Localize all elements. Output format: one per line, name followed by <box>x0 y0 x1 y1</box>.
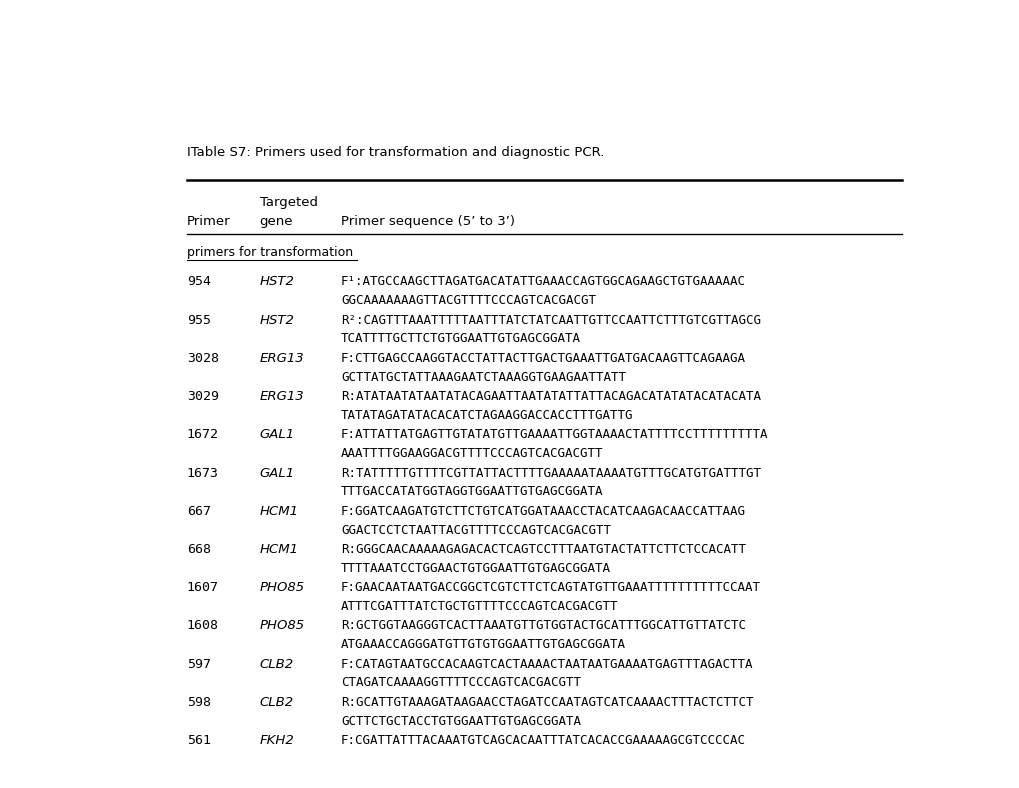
Text: HCM1: HCM1 <box>259 505 299 518</box>
Text: F:GAACAATAATGACCGGCTCGTCTTCTCAGTATGTTGAAATTTTTTTTTTCCAAT: F:GAACAATAATGACCGGCTCGTCTTCTCAGTATGTTGAA… <box>340 582 760 594</box>
Text: AAATTTTGGAAGGACGTTTTCCCAGTCACGACGTT: AAATTTTGGAAGGACGTTTTCCCAGTCACGACGTT <box>340 447 603 460</box>
Text: 597: 597 <box>186 658 211 671</box>
Text: 667: 667 <box>186 505 211 518</box>
Text: 1672: 1672 <box>186 429 218 441</box>
Text: FKH2: FKH2 <box>259 734 293 747</box>
Text: Primer: Primer <box>186 214 230 228</box>
Text: F:CGATTATTTACAAATGTCAGCACAATTTATCACACCGAAAAAGCGTCCCCAC: F:CGATTATTTACAAATGTCAGCACAATTTATCACACCGA… <box>340 734 745 747</box>
Text: CTAGATCAAAAGGTTTTCCCAGTCACGACGTT: CTAGATCAAAAGGTTTTCCCAGTCACGACGTT <box>340 676 581 690</box>
Text: ERG13: ERG13 <box>259 390 304 403</box>
Text: F:ATTATTATGAGTTGTATATGTTGAAAATTGGTAAAACTATTTTCCTTTTTTTTTA: F:ATTATTATGAGTTGTATATGTTGAAAATTGGTAAAACT… <box>340 429 767 441</box>
Text: CLB2: CLB2 <box>259 658 293 671</box>
Text: 1607: 1607 <box>186 582 218 594</box>
Text: 1608: 1608 <box>186 619 218 633</box>
Text: 955: 955 <box>186 314 211 326</box>
Text: R²:CAGTTTAAATTTTTAATTTATCTATCAATTGTTCCAATTCTTTGTCGTTAGCG: R²:CAGTTTAAATTTTTAATTTATCTATCAATTGTTCCAA… <box>340 314 760 326</box>
Text: F:GGATCAAGATGTCTTCTGTCATGGATAAACCTACATCAAGACAACCATTAAG: F:GGATCAAGATGTCTTCTGTCATGGATAAACCTACATCA… <box>340 505 745 518</box>
Text: ATTTCGATTTATCTGCTGTTTTCCCAGTCACGACGTT: ATTTCGATTTATCTGCTGTTTTCCCAGTCACGACGTT <box>340 600 618 613</box>
Text: 1673: 1673 <box>186 466 218 480</box>
Text: HST2: HST2 <box>259 314 294 326</box>
Text: gene: gene <box>259 214 292 228</box>
Text: R:ATATAATATAATATACAGAATTAATATATTATTACAGACATATATACATACATA: R:ATATAATATAATATACAGAATTAATATATTATTACAGA… <box>340 390 760 403</box>
Text: TTTTAAATCCTGGAACTGTGGAATTGTGAGCGGATA: TTTTAAATCCTGGAACTGTGGAATTGTGAGCGGATA <box>340 562 610 574</box>
Text: F¹:ATGCCAAGCTTAGATGACATATTGAAACCAGTGGCAGAAGCTGTGAAAAAC: F¹:ATGCCAAGCTTAGATGACATATTGAAACCAGTGGCAG… <box>340 275 745 288</box>
Text: 954: 954 <box>186 275 211 288</box>
Text: HST2: HST2 <box>259 275 294 288</box>
Text: GGCAAAAAAAGTTACGTTTTCCCAGTCACGACGT: GGCAAAAAAAGTTACGTTTTCCCAGTCACGACGT <box>340 294 595 307</box>
Text: R:GCTGGTAAGGGTCACTTAAATGTTGTGGTACTGCATTTGGCATTGTTATCTC: R:GCTGGTAAGGGTCACTTAAATGTTGTGGTACTGCATTT… <box>340 619 745 633</box>
Text: ITable S7: Primers used for transformation and diagnostic PCR.: ITable S7: Primers used for transformati… <box>186 146 603 159</box>
Text: R:GGGCAACAAAAAGAGACACTCAGTCCTTTAATGTACTATTCTTCTCCACATT: R:GGGCAACAAAAAGAGACACTCAGTCCTTTAATGTACTA… <box>340 543 745 556</box>
Text: 3029: 3029 <box>186 390 218 403</box>
Text: TTTGACCATATGGTAGGTGGAATTGTGAGCGGATA: TTTGACCATATGGTAGGTGGAATTGTGAGCGGATA <box>340 485 603 498</box>
Text: TATATAGATATACACATCTAGAAGGACCACCTTTGATTG: TATATAGATATACACATCTAGAAGGACCACCTTTGATTG <box>340 409 633 422</box>
Text: HCM1: HCM1 <box>259 543 299 556</box>
Text: CLB2: CLB2 <box>259 696 293 709</box>
Text: 668: 668 <box>186 543 211 556</box>
Text: GCTTCTGCTACCTGTGGAATTGTGAGCGGATA: GCTTCTGCTACCTGTGGAATTGTGAGCGGATA <box>340 715 581 727</box>
Text: GAL1: GAL1 <box>259 429 294 441</box>
Text: Targeted: Targeted <box>259 196 317 210</box>
Text: ATGAAACCAGGGATGTTGTGTGGAATTGTGAGCGGATA: ATGAAACCAGGGATGTTGTGTGGAATTGTGAGCGGATA <box>340 638 626 651</box>
Text: R:TATTTTTGTTTTCGTTATTACTTTTGAAAAATAAAATGTTTGCATGTGATTTGT: R:TATTTTTGTTTTCGTTATTACTTTTGAAAAATAAAATG… <box>340 466 760 480</box>
Text: 561: 561 <box>186 734 211 747</box>
Text: F:CTTGAGCCAAGGTACCTATTACTTGACTGAAATTGATGACAAGTTCAGAAGA: F:CTTGAGCCAAGGTACCTATTACTTGACTGAAATTGATG… <box>340 351 745 365</box>
Text: ERG13: ERG13 <box>259 351 304 365</box>
Text: TCATTTTGCTTCTGTGGAATTGTGAGCGGATA: TCATTTTGCTTCTGTGGAATTGTGAGCGGATA <box>340 333 581 345</box>
Text: F:CATAGTAATGCCACAAGTCACTAAAACTAATAATGAAAATGAGTTTAGACTTA: F:CATAGTAATGCCACAAGTCACTAAAACTAATAATGAAA… <box>340 658 753 671</box>
Text: GCTTATGCTATTAAAGAATCTAAAGGTGAAGAATTATT: GCTTATGCTATTAAAGAATCTAAAGGTGAAGAATTATT <box>340 370 626 384</box>
Text: 598: 598 <box>186 696 211 709</box>
Text: GGACTCCTCTAATTACGTTTTCCCAGTCACGACGTT: GGACTCCTCTAATTACGTTTTCCCAGTCACGACGTT <box>340 523 610 537</box>
Text: R:GCATTGTAAAGATAAGAACCTAGATCCAATAGTCATCAAAACTTTACTCTTCT: R:GCATTGTAAAGATAAGAACCTAGATCCAATAGTCATCA… <box>340 696 753 709</box>
Text: GAL1: GAL1 <box>259 466 294 480</box>
Text: PHO85: PHO85 <box>259 582 305 594</box>
Text: primers for transformation: primers for transformation <box>186 246 353 259</box>
Text: Primer sequence (5’ to 3’): Primer sequence (5’ to 3’) <box>340 214 515 228</box>
Text: 3028: 3028 <box>186 351 218 365</box>
Text: PHO85: PHO85 <box>259 619 305 633</box>
